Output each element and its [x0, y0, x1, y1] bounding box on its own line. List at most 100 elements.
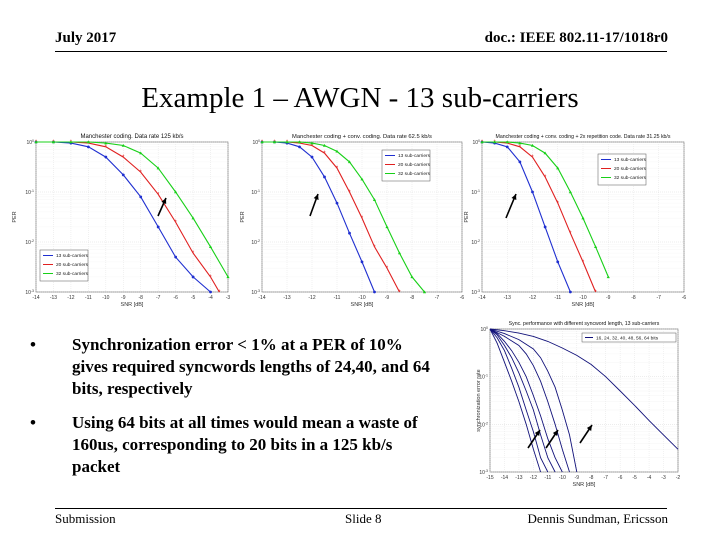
data-point [556, 166, 560, 170]
y-axis-label: PER [12, 211, 18, 222]
x-tick-label: -10 [102, 295, 109, 301]
x-tick-label: -8 [631, 295, 636, 301]
data-point [139, 151, 143, 155]
data-point [373, 290, 376, 294]
x-tick-label: -13 [283, 295, 290, 301]
data-point [51, 140, 56, 144]
data-point [226, 275, 230, 279]
data-point: * [348, 190, 351, 196]
x-tick-label: -7 [435, 295, 440, 301]
data-point: * [506, 141, 509, 147]
data-point: * [582, 260, 585, 266]
data-point: * [361, 216, 364, 222]
data-point [493, 140, 497, 144]
x-tick-label: -9 [575, 475, 580, 481]
x-tick-label: -7 [657, 295, 662, 301]
data-point: * [311, 144, 314, 150]
data-point [156, 225, 160, 229]
data-point [360, 177, 364, 181]
x-tick-label: -11 [554, 295, 561, 301]
x-tick-label: -4 [647, 475, 652, 481]
x-tick-label: -12 [308, 295, 315, 301]
x-tick-label: -2 [676, 475, 681, 481]
data-point [272, 140, 277, 144]
legend-label: 13 sub-carriers [614, 157, 647, 163]
data-point [581, 216, 585, 220]
footer-slide-number: Slide 8 [345, 511, 382, 526]
per-plot-62kbps: Manchester coding + conv. coding. Data r… [240, 134, 465, 308]
data-point: * [298, 141, 301, 147]
x-tick-label: -12 [529, 295, 536, 301]
plot-title: Manchester coding + conv. coding + 2x re… [496, 134, 671, 140]
x-tick-label: -12 [530, 475, 537, 481]
x-tick-label: -14 [478, 295, 485, 301]
y-tick-label: 10-2 [251, 239, 260, 246]
data-point [594, 245, 598, 249]
y-tick-label: 100 [252, 139, 260, 146]
header-rule [55, 51, 667, 52]
y-tick-label: 10-1 [251, 189, 260, 196]
data-point [298, 145, 301, 149]
data-point [518, 141, 522, 145]
data-point: * [174, 220, 177, 226]
x-tick-label: -5 [191, 295, 196, 301]
x-tick-label: -6 [682, 295, 687, 301]
data-point [335, 201, 339, 205]
data-point: * [544, 175, 547, 181]
data-point [191, 275, 195, 279]
data-point [372, 198, 377, 201]
bullet-dot: • [30, 413, 36, 432]
y-tick-label: 10-1 [25, 189, 34, 196]
y-tick-label: 100 [26, 139, 34, 146]
x-tick-label: -9 [121, 295, 126, 301]
data-point [335, 149, 339, 153]
data-point [297, 140, 302, 144]
data-point [606, 275, 610, 279]
data-point: * [323, 151, 326, 157]
data-point [86, 145, 90, 149]
series-line [262, 141, 376, 293]
x-tick-label: -13 [515, 475, 522, 481]
x-tick-label: -15 [486, 475, 493, 481]
footer-author: Dennis Sundman, Ericsson [527, 511, 668, 526]
y-tick-label: 10-3 [25, 289, 34, 296]
x-axis-label: SNR [dB] [573, 482, 596, 488]
data-point [323, 175, 326, 179]
x-tick-label: -14 [32, 295, 39, 301]
x-tick-label: -13 [504, 295, 511, 301]
header-date: July 2017 [55, 30, 117, 46]
y-tick-label: 10-1 [479, 374, 488, 381]
x-tick-label: -7 [156, 295, 161, 301]
x-tick-label: -8 [589, 475, 594, 481]
x-axis-label: SNR [dB] [572, 302, 595, 308]
data-point [69, 140, 73, 144]
annotation-arrow-head [511, 194, 517, 200]
data-point [139, 195, 143, 199]
x-tick-label: -6 [460, 295, 465, 301]
series-line [489, 328, 556, 473]
plot-title: Manchester coding. Data rate 125 kb/s [80, 134, 183, 140]
data-point [543, 225, 547, 229]
data-point [505, 140, 509, 144]
data-point [568, 290, 572, 294]
annotation-arrow-head [552, 430, 558, 436]
series-line [262, 141, 425, 293]
bullet-1-text: Synchronization error < 1% at a PER of 1… [72, 335, 430, 398]
y-axis-label: PER [240, 211, 246, 222]
x-tick-label: -3 [661, 475, 666, 481]
data-point: * [209, 275, 212, 281]
data-point [121, 143, 125, 147]
data-point [34, 140, 38, 144]
annotation-arrow-head [586, 425, 592, 431]
data-point: * [373, 245, 376, 251]
legend-label: 32 sub-carriers [398, 171, 431, 177]
bullet-2-text: Using 64 bits at all times would mean a … [72, 413, 418, 476]
data-point [156, 166, 160, 170]
data-point [174, 190, 178, 194]
x-tick-label: -8 [139, 295, 144, 301]
data-point: * [557, 201, 560, 207]
x-tick-label: -11 [544, 475, 551, 481]
data-point: * [140, 170, 143, 176]
x-tick-label: -7 [603, 475, 608, 481]
footer-rule [55, 508, 667, 509]
